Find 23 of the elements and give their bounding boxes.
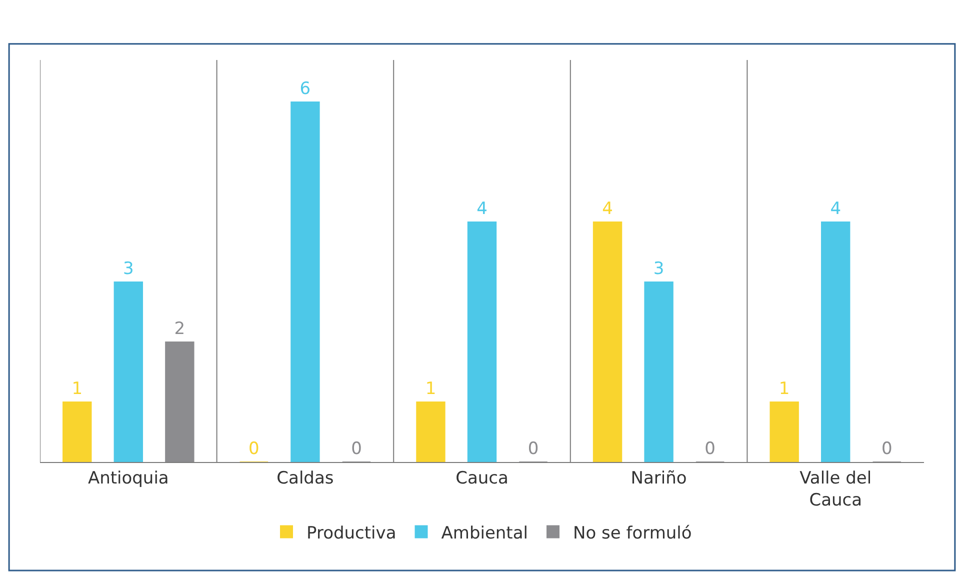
- data-label: 0: [704, 439, 716, 459]
- data-label: 0: [351, 439, 362, 459]
- data-label: 6: [300, 79, 311, 99]
- x-tick-label: Nariño: [630, 468, 687, 488]
- data-label: 0: [528, 439, 539, 459]
- data-label: 4: [476, 199, 488, 219]
- data-label: 4: [602, 199, 613, 219]
- data-label: 3: [122, 259, 134, 279]
- x-tick-label: Caldas: [276, 468, 334, 488]
- data-label: 0: [881, 439, 892, 459]
- x-tick-label: Cauca: [456, 468, 508, 488]
- legend-label: Ambiental: [441, 523, 528, 544]
- data-label: 1: [72, 379, 83, 399]
- data-label: 0: [248, 439, 260, 459]
- legend-label: Productiva: [306, 523, 396, 544]
- data-label: 1: [425, 379, 436, 399]
- data-label: 1: [778, 379, 790, 399]
- data-label: 4: [830, 199, 842, 219]
- data-label: 3: [653, 259, 664, 279]
- legend-label: No se formuló: [573, 523, 692, 544]
- data-label: 2: [174, 319, 186, 339]
- x-tick-label: Valle del Cauca: [800, 468, 872, 510]
- x-tick-label: Antioquia: [88, 468, 169, 488]
